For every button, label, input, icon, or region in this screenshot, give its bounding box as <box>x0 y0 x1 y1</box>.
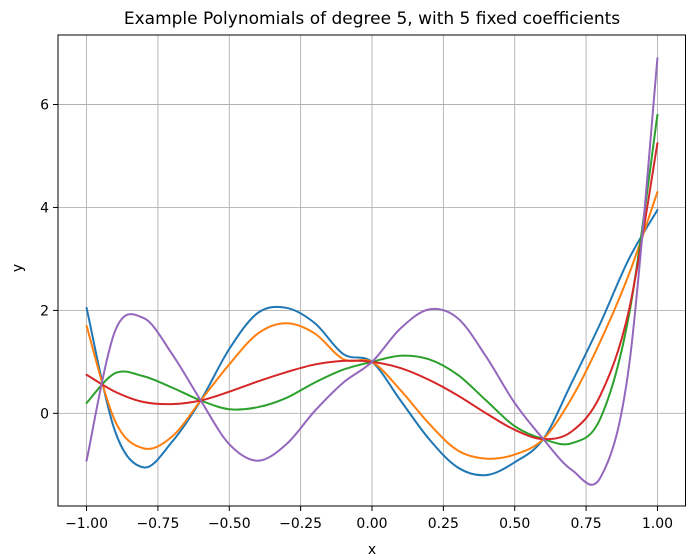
series-line-5 <box>85 57 659 486</box>
y-tick-label: 4 <box>40 200 49 216</box>
x-tick-label: 0.00 <box>356 516 387 532</box>
y-tick-label: 0 <box>40 406 49 422</box>
y-axis-ticks: 0 2 4 6 <box>40 97 58 422</box>
x-tick-label: −0.25 <box>279 516 322 532</box>
y-tick-label: 2 <box>40 303 49 319</box>
x-tick-label: 1.00 <box>642 516 673 532</box>
series-line-4 <box>85 142 659 441</box>
x-axis-ticks: −1.00 −0.75 −0.50 −0.25 0.00 0.25 0.50 0.75 1.00 <box>65 506 673 532</box>
x-axis-label: x <box>368 542 376 558</box>
x-tick-label: 0.75 <box>571 516 602 532</box>
series-line-3 <box>85 113 659 446</box>
y-tick-label: 6 <box>40 97 49 113</box>
series-layer <box>85 57 659 486</box>
x-tick-label: 0.25 <box>428 516 459 532</box>
x-tick-label: 0.50 <box>499 516 530 532</box>
x-tick-label: −1.00 <box>65 516 108 532</box>
x-tick-label: −0.75 <box>136 516 179 532</box>
grid-lines <box>58 35 686 506</box>
x-tick-label: −0.50 <box>208 516 251 532</box>
chart-title: Example Polynomials of degree 5, with 5 … <box>124 9 620 29</box>
y-axis-label: y <box>10 264 26 272</box>
